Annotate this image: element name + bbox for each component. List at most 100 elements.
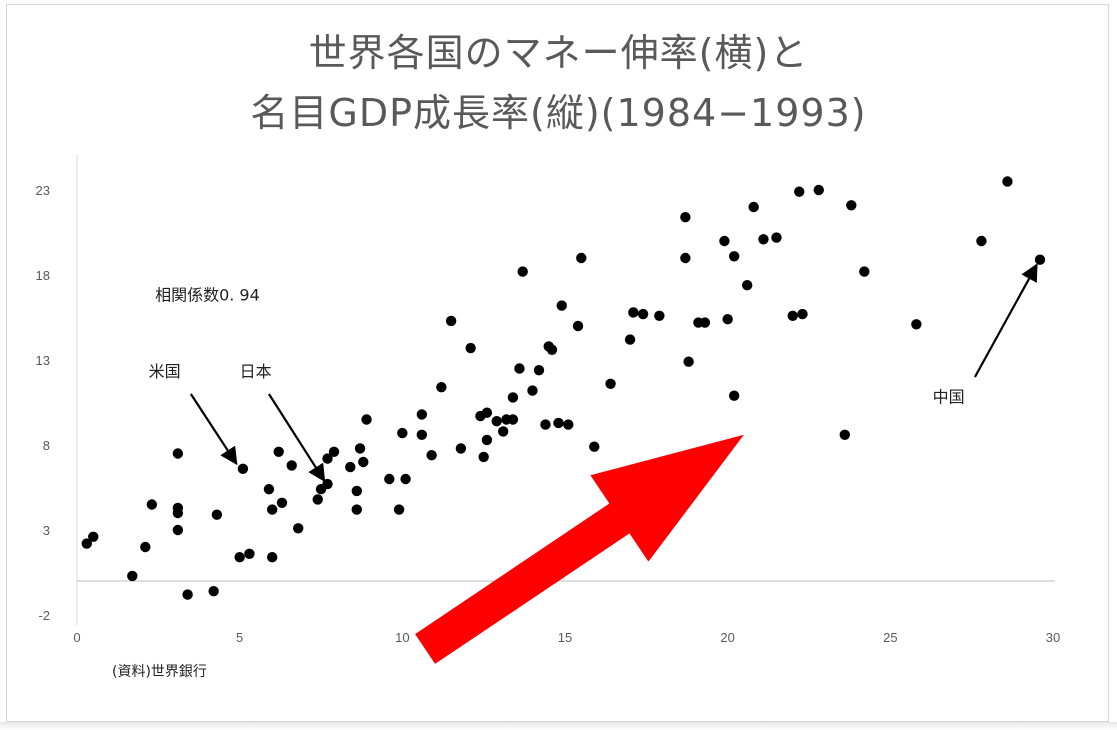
data-point — [1034, 254, 1046, 265]
data-point — [628, 307, 639, 318]
data-point — [358, 456, 369, 468]
data-point — [637, 308, 649, 320]
data-point — [722, 314, 733, 325]
source-note: (資料)世界銀行 — [112, 664, 207, 680]
data-point — [478, 451, 489, 463]
data-point — [546, 344, 558, 355]
data-point — [172, 448, 184, 459]
data-point — [605, 378, 616, 389]
data-point — [263, 484, 275, 495]
data-point — [787, 310, 798, 321]
data-point — [654, 310, 665, 321]
annotation-corr: 相関係数0. 94 — [155, 286, 260, 305]
data-point — [354, 443, 366, 454]
data-point — [416, 409, 428, 420]
data-point — [465, 342, 476, 354]
data-point — [507, 392, 519, 403]
y-tick-label: 8 — [43, 438, 50, 453]
data-point — [771, 232, 782, 243]
data-point — [384, 473, 395, 485]
data-point — [244, 548, 255, 559]
data-point — [540, 419, 551, 430]
data-point — [345, 461, 356, 473]
annotation-arrow-us — [189, 393, 238, 466]
data-point — [416, 429, 428, 440]
data-point — [680, 212, 691, 223]
data-point — [728, 390, 740, 401]
data-point — [794, 186, 805, 197]
slide-title-line1: 世界各国のマネー伸率(横)と — [308, 31, 809, 75]
data-point — [328, 446, 340, 457]
data-point — [436, 382, 447, 393]
y-tick-label: 3 — [43, 523, 50, 538]
data-point — [813, 184, 824, 196]
data-point — [455, 443, 467, 454]
annotation-china: 中国 — [933, 388, 965, 407]
data-point — [748, 201, 759, 213]
data-point — [267, 552, 278, 563]
data-point — [237, 463, 249, 474]
y-tick-label: 13 — [36, 353, 50, 368]
data-point — [182, 589, 193, 600]
data-point — [88, 531, 99, 542]
data-point — [426, 450, 437, 461]
data-point — [312, 494, 323, 505]
data-point — [172, 507, 184, 519]
y-tick-label: 23 — [36, 183, 50, 198]
data-point — [286, 460, 297, 471]
data-point — [361, 414, 372, 425]
data-point — [976, 235, 987, 247]
data-point — [553, 417, 564, 429]
data-point — [397, 427, 408, 439]
annotation-arrow-china — [973, 263, 1038, 378]
data-point — [576, 252, 587, 264]
data-point — [839, 429, 850, 440]
annotation-arrow-japan — [268, 393, 326, 483]
x-tick-label: 10 — [395, 630, 409, 645]
trend-arrow — [415, 434, 744, 664]
annotation-japan: 日本 — [240, 362, 272, 381]
data-point — [127, 570, 138, 582]
data-point — [1002, 176, 1013, 187]
data-point — [81, 538, 92, 549]
data-point — [211, 509, 223, 520]
y-tick-label: -2 — [38, 608, 50, 623]
data-point — [699, 317, 711, 328]
data-point — [273, 446, 284, 457]
y-tick-label: 18 — [36, 268, 50, 283]
data-point — [445, 315, 457, 327]
data-point — [572, 320, 584, 332]
data-point — [140, 541, 151, 553]
data-point — [481, 407, 493, 418]
data-point — [234, 552, 245, 563]
data-point — [497, 426, 509, 437]
data-point — [172, 524, 184, 536]
data-point — [208, 586, 219, 597]
data-point — [400, 473, 411, 485]
data-point — [741, 280, 753, 291]
data-point — [267, 504, 278, 515]
data-point — [351, 485, 362, 497]
data-point — [322, 453, 333, 464]
data-point — [393, 504, 405, 515]
data-point — [758, 234, 769, 245]
data-point — [563, 419, 574, 430]
x-tick-label: 15 — [558, 630, 572, 645]
data-point — [276, 497, 288, 508]
x-tick-label: 20 — [720, 630, 734, 645]
x-tick-label: 25 — [883, 630, 897, 645]
data-point — [481, 434, 493, 446]
annotation-us: 米国 — [149, 362, 181, 381]
data-point — [514, 363, 525, 374]
x-tick-label: 30 — [1046, 630, 1060, 645]
data-point — [728, 251, 740, 262]
slide-frame — [6, 4, 1109, 722]
data-point — [556, 300, 567, 311]
x-tick-label: 5 — [236, 630, 243, 645]
data-point — [859, 266, 870, 277]
data-point — [797, 308, 808, 320]
data-point — [507, 414, 519, 425]
x-tick-label: 0 — [73, 630, 80, 645]
data-point — [293, 523, 304, 534]
slide-title-line2: 名目GDP成長率(縦)(1984−1993) — [250, 91, 867, 135]
